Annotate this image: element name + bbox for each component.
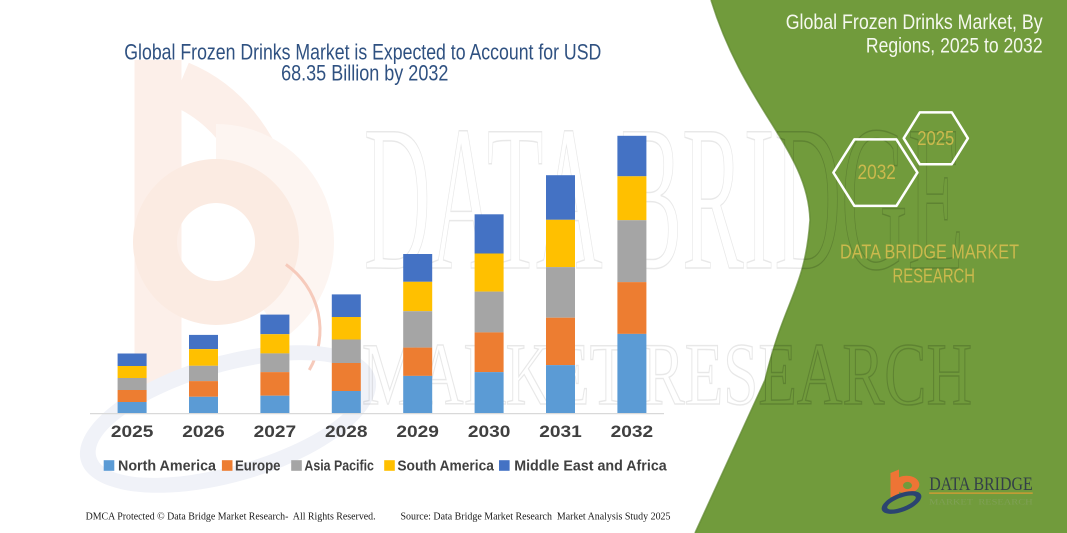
svg-text:2030: 2030: [468, 422, 511, 441]
svg-text:2025: 2025: [111, 422, 154, 441]
svg-text:Asia Pacific: Asia Pacific: [304, 458, 374, 475]
svg-text:North America: North America: [118, 458, 217, 475]
svg-text:South America: South America: [397, 458, 494, 475]
svg-text:2025: 2025: [917, 128, 954, 150]
svg-text:Global Frozen Drinks Market is: Global Frozen Drinks Market is Expected …: [124, 39, 601, 64]
svg-text:2027: 2027: [254, 422, 297, 441]
svg-text:Global Frozen Drinks Market, B: Global Frozen Drinks Market, By: [786, 10, 1043, 34]
svg-text:Regions, 2025 to 2032: Regions, 2025 to 2032: [866, 34, 1043, 58]
svg-text:2028: 2028: [325, 422, 368, 441]
svg-text:68.35 Billion by 2032: 68.35 Billion by 2032: [281, 61, 448, 86]
svg-text:2032: 2032: [858, 161, 896, 184]
svg-text:MARKET RESEARCH: MARKET RESEARCH: [362, 326, 972, 424]
svg-text:DATA BRIDGE MARKET: DATA BRIDGE MARKET: [840, 242, 1019, 264]
svg-text:Europe: Europe: [235, 458, 281, 475]
svg-text:2031: 2031: [539, 422, 582, 441]
svg-text:MARKET RESEARCH: MARKET RESEARCH: [929, 497, 1032, 507]
svg-text:DATA BRIDGE: DATA BRIDGE: [364, 83, 964, 313]
svg-text:DMCA Protected © Data Bridge M: DMCA Protected © Data Bridge Market Rese…: [86, 511, 376, 522]
svg-text:RESEARCH: RESEARCH: [893, 265, 976, 287]
svg-text:2032: 2032: [611, 422, 654, 441]
svg-text:Middle East and Africa: Middle East and Africa: [514, 458, 667, 475]
svg-text:2029: 2029: [396, 422, 439, 441]
svg-text:Source: Data Bridge Market Res: Source: Data Bridge Market Research Mark…: [401, 511, 671, 522]
svg-text:2026: 2026: [182, 422, 225, 441]
svg-text:DATA BRIDGE: DATA BRIDGE: [929, 474, 1032, 495]
